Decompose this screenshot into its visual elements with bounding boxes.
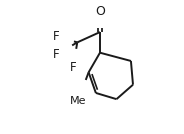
Text: F: F bbox=[70, 61, 77, 74]
Text: O: O bbox=[95, 5, 105, 18]
Text: F: F bbox=[53, 48, 59, 61]
Text: F: F bbox=[53, 30, 59, 43]
Text: Me: Me bbox=[70, 96, 86, 106]
